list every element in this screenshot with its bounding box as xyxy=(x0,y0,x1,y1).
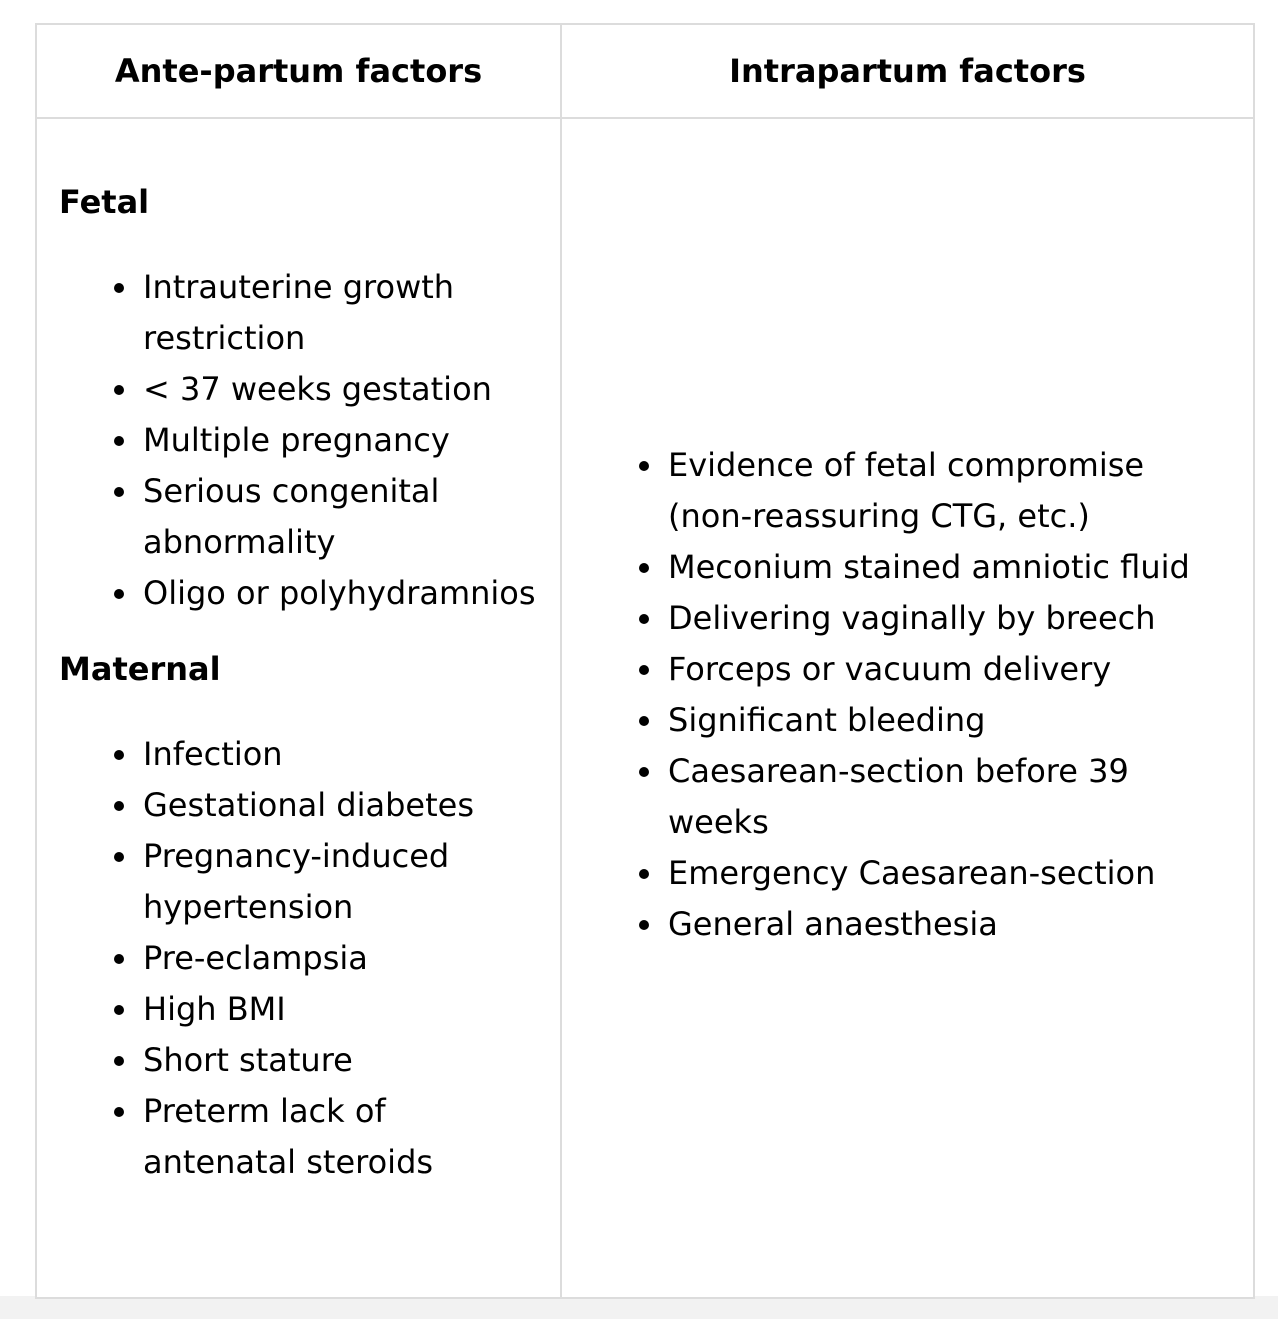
list-item: Pregnancy-induced hypertension xyxy=(141,831,540,933)
intrapartum-cell: Evidence of fetal compromise (non-reassu… xyxy=(560,117,1255,1299)
list-item: Gestational diabetes xyxy=(141,780,540,831)
table-body-row: Fetal Intrauterine growth restriction < … xyxy=(35,117,1255,1299)
list-item: Caesarean-section before 39 weeks xyxy=(666,746,1233,848)
list-item: Evidence of fetal compromise (non-reassu… xyxy=(666,440,1233,542)
list-item: Forceps or vacuum delivery xyxy=(666,644,1233,695)
list-item: Emergency Caesarean-section xyxy=(666,848,1233,899)
list-item: Oligo or polyhydramnios xyxy=(141,568,540,619)
list-item: Intrauterine growth restriction xyxy=(141,262,540,364)
header-ante-partum: Ante-partum factors xyxy=(35,23,562,119)
list-item: Serious congenital abnormality xyxy=(141,466,540,568)
maternal-heading: Maternal xyxy=(59,650,221,688)
list-item: Delivering vaginally by breech xyxy=(666,593,1233,644)
list-item: Meconium stained amniotic fluid xyxy=(666,542,1233,593)
list-item: General anaesthesia xyxy=(666,899,1233,950)
ante-partum-cell: Fetal Intrauterine growth restriction < … xyxy=(35,117,562,1299)
fetal-heading: Fetal xyxy=(59,183,150,221)
header-intrapartum: Intrapartum factors xyxy=(560,23,1255,119)
list-item: Short stature xyxy=(141,1035,540,1086)
list-item: Pre-eclampsia xyxy=(141,933,540,984)
list-item: < 37 weeks gestation xyxy=(141,364,540,415)
fetal-factors-list: Intrauterine growth restriction < 37 wee… xyxy=(59,262,540,619)
list-item: High BMI xyxy=(141,984,540,1035)
list-item: Multiple pregnancy xyxy=(141,415,540,466)
list-item: Significant bleeding xyxy=(666,695,1233,746)
intrapartum-factors-list: Evidence of fetal compromise (non-reassu… xyxy=(584,440,1233,950)
risk-factors-table: Ante-partum factors Intrapartum factors … xyxy=(35,23,1255,1299)
list-item: Infection xyxy=(141,729,540,780)
list-item: Preterm lack of antenatal steroids xyxy=(141,1086,540,1188)
maternal-factors-list: Infection Gestational diabetes Pregnancy… xyxy=(59,729,540,1188)
table-header-row: Ante-partum factors Intrapartum factors xyxy=(35,23,1255,119)
